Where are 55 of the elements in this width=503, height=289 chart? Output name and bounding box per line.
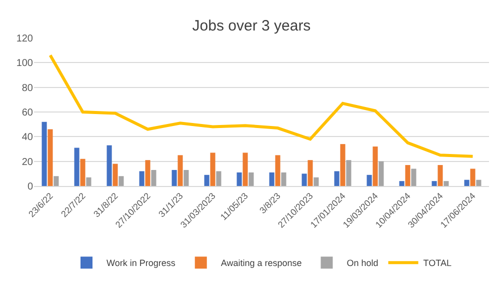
bar (145, 160, 150, 186)
bar (464, 180, 470, 186)
y-tick-label: 120 (16, 34, 34, 44)
bar (236, 172, 242, 186)
bar (346, 160, 352, 186)
chart-title: Jobs over 3 years (192, 18, 311, 35)
bar (48, 129, 53, 186)
legend-label: On hold (346, 258, 378, 268)
y-tick-label: 20 (22, 156, 34, 168)
bar (444, 181, 449, 186)
bar (302, 174, 307, 186)
bar (80, 158, 86, 186)
y-tick-label: 60 (22, 108, 34, 118)
bar (42, 122, 47, 186)
bar (308, 160, 313, 186)
bar (470, 168, 476, 186)
bar (54, 176, 59, 186)
line-series (48, 54, 474, 158)
bar (172, 170, 177, 186)
bar (139, 171, 144, 186)
y-tick-label: 80 (22, 82, 34, 94)
bar (340, 144, 346, 186)
bar (204, 174, 210, 186)
bar (281, 172, 286, 186)
bar (405, 165, 410, 186)
bar (74, 148, 80, 186)
bar (334, 171, 340, 186)
bar (216, 171, 222, 186)
bar (184, 170, 189, 186)
bar (438, 165, 443, 186)
y-tick-label: 0 (27, 182, 34, 192)
legend-label: Work in Progress (106, 258, 176, 268)
bar (378, 161, 384, 186)
bar (112, 164, 118, 186)
bar (399, 181, 404, 186)
bar (275, 155, 280, 186)
bar (269, 172, 274, 186)
bar (366, 174, 372, 186)
bar (86, 177, 92, 186)
bar (411, 168, 416, 186)
bar (106, 145, 112, 186)
bar (151, 170, 156, 186)
bar (314, 177, 319, 186)
bar (242, 152, 248, 186)
bar (476, 180, 482, 186)
bar (372, 146, 378, 186)
bar (432, 181, 437, 186)
bar (118, 176, 124, 186)
bar (178, 155, 183, 186)
legend-label: Awaiting a response (220, 258, 302, 268)
bar (248, 172, 254, 186)
legend-label: TOTAL (423, 258, 452, 268)
y-tick-label: 100 (16, 58, 34, 70)
bar (210, 152, 216, 186)
y-tick-label: 40 (22, 132, 34, 144)
